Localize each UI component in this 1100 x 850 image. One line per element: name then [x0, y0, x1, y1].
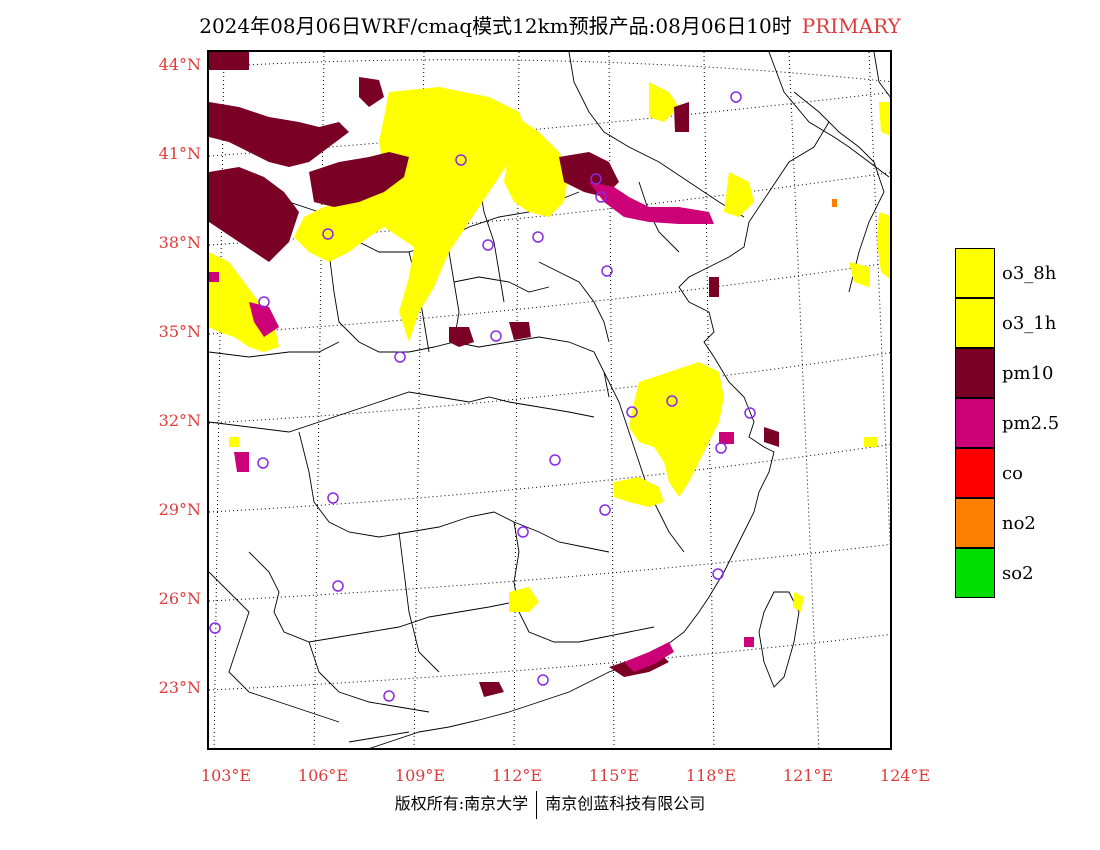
no2-spot: [832, 199, 837, 207]
legend-label-pm25: pm2.5: [1002, 413, 1060, 434]
legend-label-co: co: [1002, 463, 1023, 484]
lon-label-118: 118°E: [685, 766, 737, 785]
lat-label-29: 29°N: [158, 500, 201, 519]
lon-label-106: 106°E: [297, 766, 349, 785]
copyright-footer: 版权所有:南京大学 南京创蓝科技有限公司: [0, 790, 1100, 819]
footer-separator: [536, 790, 538, 819]
legend-swatch-pm10: [955, 348, 995, 398]
legend-swatch-o3-1h: [955, 298, 995, 348]
lat-label-23: 23°N: [158, 678, 201, 697]
copyright-left: 版权所有:南京大学: [394, 794, 529, 813]
lat-label-38: 38°N: [158, 233, 201, 252]
legend-label-pm10: pm10: [1002, 363, 1054, 384]
legend-swatch-so2: [955, 548, 995, 598]
map-title: 2024年08月06日WRF/cmaq模式12km预报产品:08月06日10时 P…: [0, 10, 1100, 39]
legend-swatch-o3-8h: [955, 248, 995, 298]
o3-areas: [209, 82, 890, 612]
lat-label-26: 26°N: [158, 589, 201, 608]
title-text: 2024年08月06日WRF/cmaq模式12km预报产品:08月06日10时: [199, 14, 792, 38]
copyright-right: 南京创蓝科技有限公司: [545, 794, 706, 813]
legend-label-no2: no2: [1002, 513, 1036, 534]
lon-label-103: 103°E: [200, 766, 252, 785]
legend-swatch-no2: [955, 498, 995, 548]
lon-label-121: 121°E: [782, 766, 834, 785]
pm25-areas: [209, 182, 754, 672]
map-panel: [207, 50, 892, 750]
legend-label-o3-1h: o3_1h: [1002, 313, 1057, 334]
legend-label-so2: so2: [1002, 563, 1034, 584]
lat-label-41: 41°N: [158, 144, 201, 163]
lon-label-115: 115°E: [588, 766, 640, 785]
map-svg: [209, 52, 890, 748]
latitude-gridlines: [209, 59, 890, 691]
lon-label-109: 109°E: [394, 766, 446, 785]
title-primary-tag: PRIMARY: [801, 14, 901, 38]
lon-label-124: 124°E: [879, 766, 931, 785]
lat-label-44: 44°N: [158, 55, 201, 74]
pm10-areas: [209, 52, 779, 697]
lat-label-35: 35°N: [158, 322, 201, 341]
legend-swatch-pm25: [955, 398, 995, 448]
legend-label-o3-8h: o3_8h: [1002, 263, 1057, 284]
legend-swatch-co: [955, 448, 995, 498]
lat-label-32: 32°N: [158, 411, 201, 430]
lon-label-112: 112°E: [491, 766, 543, 785]
monitoring-stations: [209, 91, 756, 702]
